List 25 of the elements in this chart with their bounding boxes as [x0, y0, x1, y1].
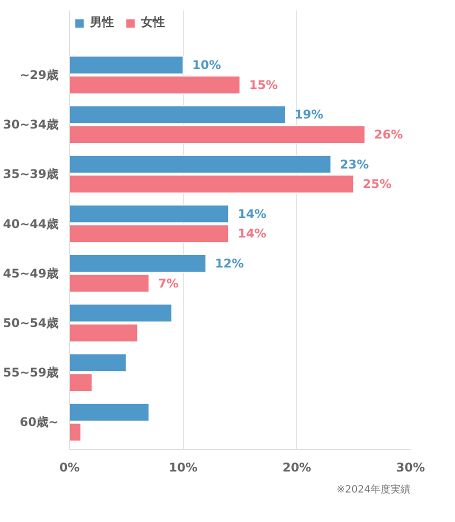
data-label: 14% — [238, 206, 266, 221]
y-tick-label: 55~59歳 — [3, 366, 58, 380]
data-label: 23% — [340, 157, 369, 172]
data-label: 15% — [249, 78, 278, 92]
legend-label: 女性 — [141, 14, 165, 31]
y-tick-label: ~29歳 — [20, 68, 59, 82]
legend-label: 男性 — [90, 14, 114, 31]
data-label: 25% — [362, 177, 392, 192]
y-tick-label: 40~44歳 — [3, 216, 58, 231]
x-tick-label: 30% — [396, 460, 425, 474]
data-label: 12% — [214, 256, 244, 270]
data-label: 19% — [294, 108, 324, 122]
y-tick-label: 45~49歳 — [3, 266, 58, 280]
y-tick-label: 30~34歳 — [3, 118, 58, 132]
text: ※2024年度実績 — [336, 484, 410, 496]
data-label: 7% — [158, 276, 179, 290]
data-label: 26% — [374, 128, 403, 142]
data-label: 14% — [238, 226, 266, 241]
x-tick-label: 20% — [282, 460, 312, 474]
x-tick-label: 10% — [168, 460, 198, 474]
y-tick-label: 35~39歳 — [3, 167, 58, 182]
data-label: 10% — [192, 58, 221, 72]
y-tick-label: 60歳~ — [20, 415, 59, 430]
x-tick-label: 0% — [59, 460, 80, 474]
y-tick-label: 50~54歳 — [3, 316, 58, 330]
